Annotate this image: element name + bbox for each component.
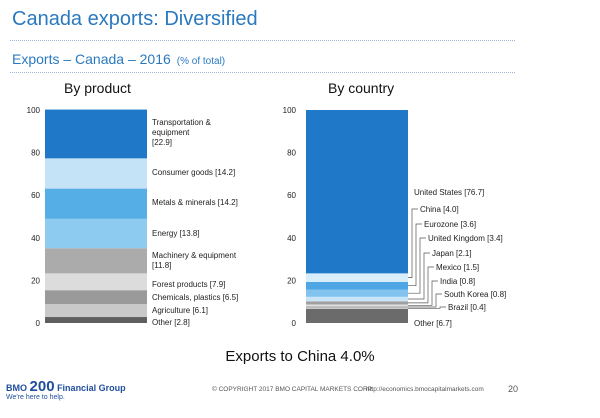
product-y-tick-80: 80 [31,149,40,158]
country-label-7: Eurozone [3.6] [424,220,476,229]
chart-subtitle: Exports – Canada – 2016 (% of total) [12,51,225,67]
logo-tagline: We're here to help. [6,394,65,401]
country-bar-segment-5 [306,296,408,302]
country-y-tick-40: 40 [287,234,296,243]
product-y-tick-0: 0 [36,319,41,328]
product-label-2: Chemicals, plastics [6.5] [152,293,238,302]
country-leader-line-5 [408,252,430,300]
country-leader-line-2 [408,293,442,308]
country-chart-title: By country [328,80,395,96]
country-bar-segment-7 [306,281,408,290]
country-bar-segment-2 [306,306,408,308]
country-label-1: Brazil [0.4] [448,303,486,312]
country-y-tick-60: 60 [287,191,296,200]
copyright-text: © COPYRIGHT 2017 BMO CAPITAL MARKETS COR… [212,386,373,393]
title-divider [10,40,515,41]
product-label-3: Forest products [7.9] [152,280,225,289]
product-y-tick-20: 20 [31,276,40,285]
country-label-5: Japan [2.1] [432,249,472,258]
country-leader-line-1 [408,306,446,309]
product-bar-segment-8 [45,109,147,159]
country-label-8: China [4.0] [420,205,459,214]
country-bar-segment-4 [306,301,408,305]
country-bar-segment-6 [306,289,408,297]
country-bar-segment-0 [306,308,408,323]
product-label-6: Metals & minerals [14.2] [152,198,238,207]
product-chart-title: By product [64,80,131,96]
country-leader-line-7 [408,223,422,287]
product-bar-segment-6 [45,188,147,219]
country-y-tick-0: 0 [292,319,297,328]
country-label-3: India [0.8] [440,277,475,286]
country-leader-line-4 [408,266,434,304]
logo-wordmark: BMO 200 Financial Group [6,378,126,395]
country-bar-segment-9 [306,110,408,274]
product-bar-segment-0 [45,317,147,323]
product-bar-segment-4 [45,248,147,274]
country-label-0: Other [6.7] [414,319,452,328]
product-label-0: Other [2.8] [152,318,190,327]
bmo-logo: BMO 200 Financial Group We're here to he… [6,376,126,406]
country-leader-line-6 [408,237,426,294]
country-bar-segment-8 [306,273,408,282]
country-y-tick-100: 100 [283,106,297,115]
country-y-tick-80: 80 [287,149,296,158]
country-label-2: South Korea [0.8] [444,290,506,299]
product-label-8: Transportation & equipment [22.9] [152,118,212,147]
country-bar-segment-3 [306,304,408,307]
product-y-tick-100: 100 [27,106,41,115]
page-number: 20 [508,384,519,394]
country-label-6: United Kingdom [3.4] [428,234,503,243]
product-label-5: Energy [13.8] [152,229,200,238]
product-bar-segment-1 [45,304,147,318]
country-label-4: Mexico [1.5] [436,263,479,272]
product-label-1: Agriculture [6.1] [152,306,208,315]
country-label-9: United States [76.7] [414,188,484,197]
product-y-tick-60: 60 [31,191,40,200]
country-bar-segment-1 [306,307,408,309]
product-bar-segment-2 [45,290,147,305]
product-bar-segment-7 [45,158,147,189]
subtitle-text: Exports – Canada – 2016 [12,51,171,67]
website-link[interactable]: http://economics.bmocapitalmarkets.com [366,386,484,393]
china-exports-note: Exports to China 4.0% [225,348,375,365]
product-label-7: Consumer goods [14.2] [152,168,235,177]
product-y-tick-40: 40 [31,234,40,243]
product-bar-segment-3 [45,273,147,291]
subtitle-divider [10,72,515,73]
product-label-4: Machinery & equipment [11.8] [152,251,237,270]
product-bar-segment-5 [45,218,147,249]
unit-note: (% of total) [176,56,226,67]
slide-title: Canada exports: Diversified [12,8,258,30]
country-leader-line-3 [408,280,438,306]
country-leader-line-8 [408,208,418,278]
country-y-tick-20: 20 [287,276,296,285]
